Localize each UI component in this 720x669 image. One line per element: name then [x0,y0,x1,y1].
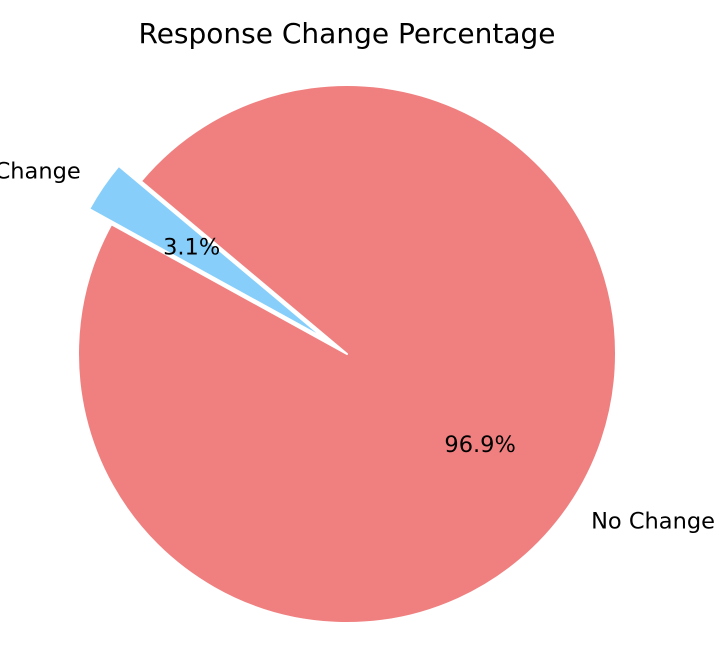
pie-labels: 3.1% Change 96.9% No Change [0,159,715,535]
chart-title: Response Change Percentage [139,17,556,50]
pie-percent-label: 3.1% [163,235,220,261]
pie-percent-label: 96.9% [444,432,515,458]
pie-slice-change [88,164,326,340]
pie-category-label: No Change [591,508,715,534]
pie-slice-no-change [77,84,617,624]
pie-category-label: Change [0,159,81,185]
pie-slices [77,84,617,624]
